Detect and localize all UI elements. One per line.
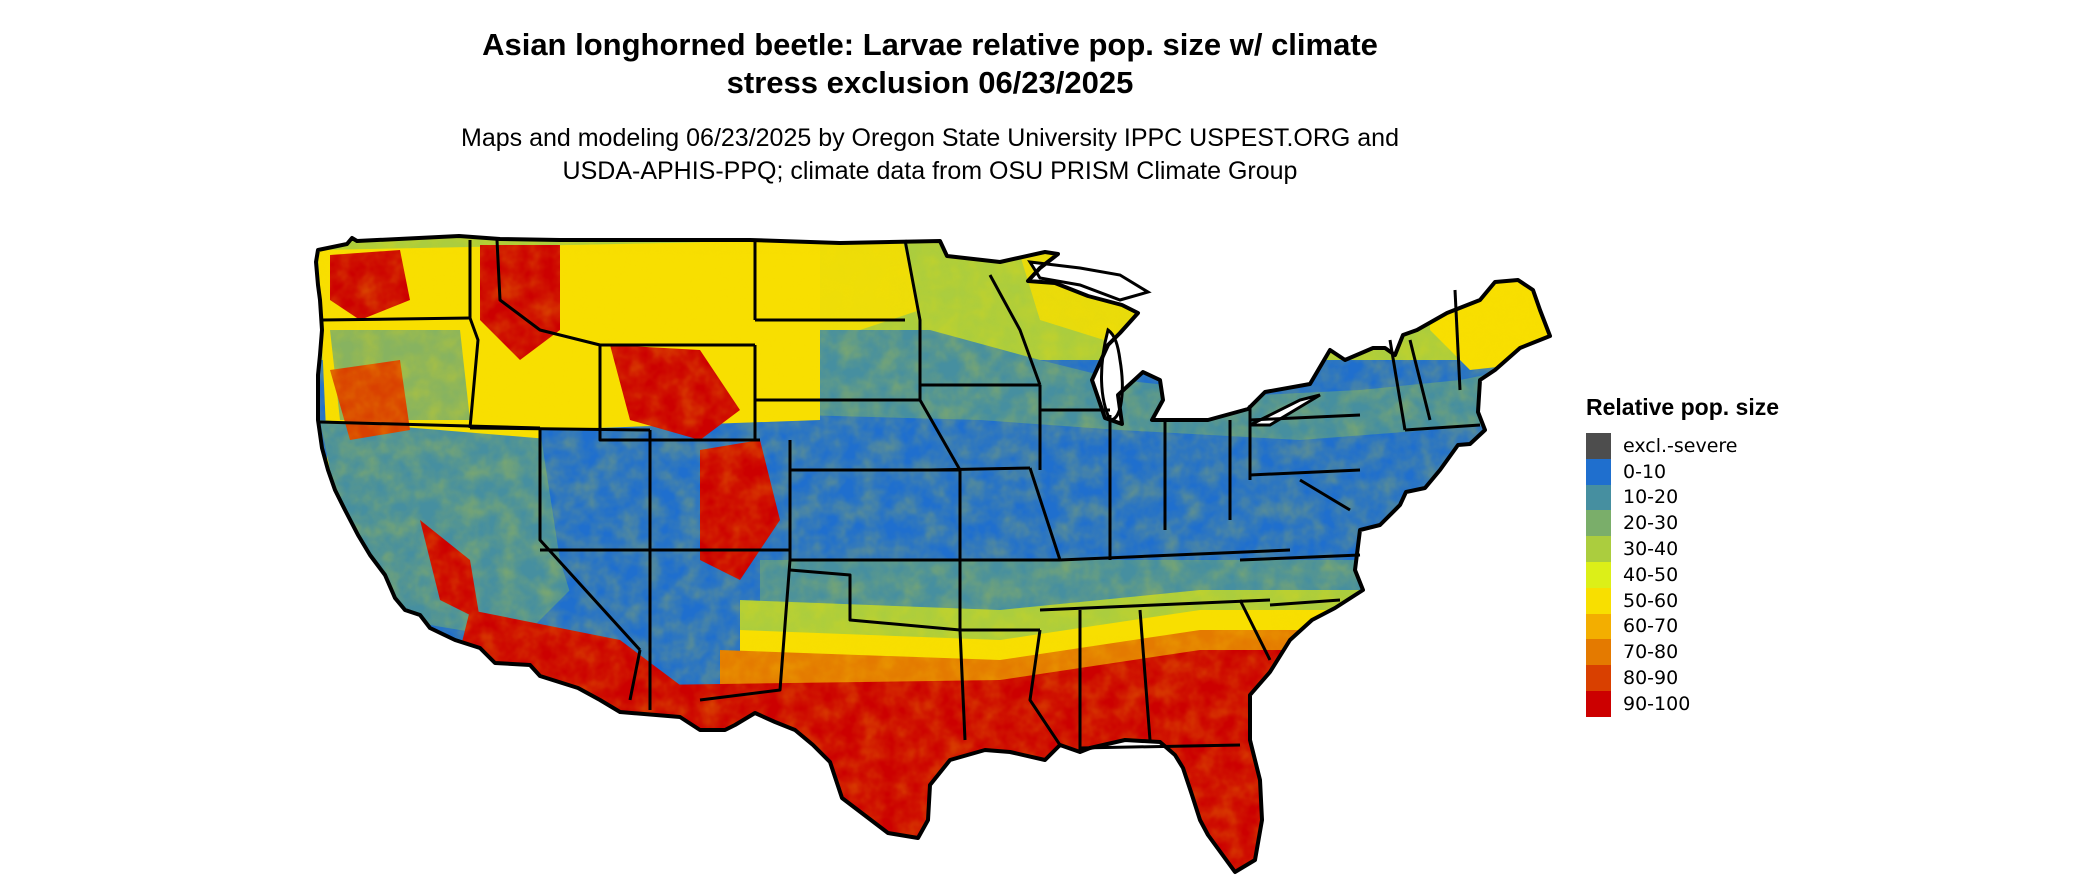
- us-outline: [314, 234, 1552, 874]
- mn-wi-border: [988, 274, 1042, 386]
- legend-item: 10-20: [1586, 484, 1779, 511]
- legend-swatch: [1586, 561, 1611, 588]
- legend-swatch: [1586, 690, 1611, 717]
- legend-item: 60-70: [1586, 613, 1779, 640]
- va-nc-border: [1239, 553, 1361, 562]
- legend-item: 80-90: [1586, 665, 1779, 691]
- legend-label: 10-20: [1623, 486, 1679, 509]
- tx-la-border: [958, 629, 967, 741]
- wa-or-border: [321, 316, 471, 322]
- ok-tx-border: [789, 568, 961, 632]
- legend-title: Relative pop. size: [1586, 394, 1780, 420]
- id-nv-ut-border: [469, 426, 651, 432]
- ky-tn-border: [1059, 548, 1291, 562]
- legend-label: 70-80: [1623, 641, 1679, 664]
- ne-ia-border: [918, 399, 962, 471]
- legend-label: 50-60: [1623, 589, 1679, 612]
- legend-swatch: [1586, 484, 1611, 511]
- map-subtitle-line-1: Maps and modeling 06/23/2025 by Oregon S…: [461, 124, 1399, 152]
- state-borders: [319, 239, 1481, 750]
- pa-south-border: [1249, 468, 1361, 477]
- legend-label: 80-90: [1623, 667, 1679, 690]
- legend-item: 70-80: [1586, 639, 1779, 666]
- mo-il-border: [1028, 467, 1062, 561]
- nv-ca-border: [538, 428, 642, 652]
- legend-item: 0-10: [1586, 458, 1779, 485]
- lake-erie: [1249, 393, 1321, 427]
- legend-swatch: [1586, 536, 1611, 562]
- legend-label: 60-70: [1623, 615, 1679, 638]
- legend-swatch: [1586, 639, 1611, 666]
- legend-label: excl.-severe: [1623, 434, 1738, 457]
- raster-texture: [316, 236, 1550, 872]
- map-title: Asian longhorned beetle: Larvae relative…: [380, 26, 1480, 102]
- ia-mo-border: [929, 466, 1031, 472]
- nm-tx-border: [699, 559, 792, 702]
- legend-label: 40-50: [1623, 563, 1679, 586]
- legend-label: 20-30: [1623, 512, 1679, 535]
- id-mt-border: [495, 239, 601, 347]
- az-ca-border: [628, 649, 642, 701]
- ny-ne-border: [1388, 339, 1407, 431]
- legend-item: 20-30: [1586, 510, 1779, 537]
- legend-swatch: [1586, 458, 1611, 485]
- legend: Relative pop. size excl.-severe 0-10 10-…: [1586, 394, 1779, 717]
- legend-label: 0-10: [1623, 460, 1667, 483]
- vt-nh-border: [1408, 339, 1432, 421]
- map-subtitle: Maps and modeling 06/23/2025 by Oregon S…: [380, 122, 1480, 188]
- legend-label: 90-100: [1623, 692, 1691, 715]
- map-subtitle-line-2: USDA-APHIS-PPQ; climate data from OSU PR…: [562, 157, 1298, 185]
- legend-item: 30-40: [1586, 536, 1779, 562]
- relative-pop-raster: [316, 236, 1550, 872]
- legend-swatch: [1586, 433, 1611, 459]
- legend-item: 90-100: [1586, 690, 1779, 717]
- ga-fl-border: [1079, 743, 1241, 750]
- legend-swatch: [1586, 665, 1611, 691]
- dakotas-mn-border: [903, 239, 922, 400]
- or-id-border: [468, 317, 480, 429]
- legend-label: 30-40: [1623, 538, 1679, 561]
- lake-superior: [1027, 260, 1152, 302]
- pa-ny-border: [1249, 413, 1361, 422]
- legend-item: excl.-severe: [1586, 433, 1779, 459]
- legend-swatch: [1586, 613, 1611, 640]
- nc-sc-border: [1269, 598, 1341, 607]
- va-md-border: [1299, 478, 1351, 512]
- legend-swatch: [1586, 510, 1611, 537]
- la-ms-border: [1028, 629, 1062, 746]
- legend-item: 40-50: [1586, 561, 1779, 588]
- map-title-line-2: stress exclusion 06/23/2025: [726, 65, 1134, 100]
- legend-item: 50-60: [1586, 587, 1779, 614]
- legend-items: excl.-severe 0-10 10-20 20-30 30-40 40-5…: [1586, 433, 1779, 717]
- legend-swatch: [1586, 587, 1611, 614]
- nh-me-border: [1453, 289, 1462, 391]
- sc-ga-border: [1238, 599, 1272, 661]
- al-ga-border: [1138, 609, 1152, 741]
- tn-south-border: [1039, 598, 1271, 612]
- map-title-line-1: Asian longhorned beetle: Larvae relative…: [482, 27, 1378, 62]
- ma-south-border: [1404, 423, 1481, 432]
